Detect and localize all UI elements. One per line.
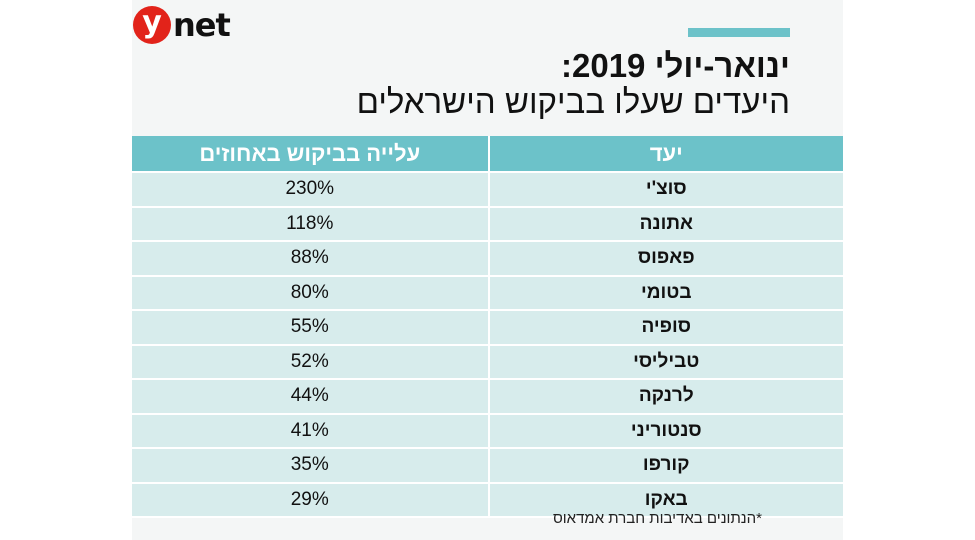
column-header-destination: יעד — [487, 136, 844, 171]
destination-cell: סופיה — [487, 311, 844, 344]
table-row: בטומי 80% — [132, 276, 844, 311]
destination-cell: טביליסי — [487, 345, 844, 378]
destination-cell: קורפו — [487, 449, 844, 482]
increase-cell: 118% — [286, 212, 334, 234]
column-header-increase: עלייה בביקוש באחוזים — [199, 140, 421, 166]
increase-cell: 88% — [290, 247, 329, 269]
table-row: טביליסי 52% — [132, 345, 844, 380]
increase-cell: 230% — [285, 178, 335, 200]
destination-cell: פאפוס — [487, 242, 844, 275]
chart-subtitle: היעדים שעלו בביקוש הישראלים — [356, 83, 790, 120]
increase-cell: 44% — [290, 385, 329, 407]
destination-cell: אתונה — [487, 207, 844, 240]
increase-cell: 35% — [290, 454, 329, 476]
ynet-logo: y net — [133, 4, 231, 46]
source-footnote: *הנתונים באדיבות חברת אמדאוס — [552, 510, 762, 527]
increase-cell: 41% — [290, 419, 329, 441]
table-row: אתונה 118% — [132, 207, 844, 242]
table-row: סופיה 55% — [132, 311, 843, 346]
destination-cell: סנטוריני — [487, 414, 844, 447]
accent-bar — [688, 28, 790, 37]
increase-cell: 52% — [290, 350, 329, 372]
destination-cell: לרנקה — [487, 380, 844, 413]
increase-cell: 55% — [290, 316, 329, 338]
table-row: סנטוריני 41% — [132, 414, 844, 449]
table-row: קורפו 35% — [132, 449, 843, 484]
destination-cell: באקו — [487, 483, 844, 516]
destinations-table: יעד עלייה בביקוש באחוזים סוצ'י 230% אתונ… — [132, 136, 843, 518]
table-header-row: יעד עלייה בביקוש באחוזים — [132, 136, 843, 173]
chart-title: ינואר-יולי 2019: — [561, 47, 790, 84]
table-row: לרנקה 44% — [132, 380, 843, 415]
increase-cell: 29% — [290, 488, 329, 510]
logo-text: net — [173, 6, 231, 44]
logo-circle: y — [133, 6, 171, 44]
table-row: פאפוס 88% — [132, 242, 843, 277]
table-row: באקו 29% — [132, 483, 844, 518]
destination-cell: בטומי — [487, 276, 844, 309]
increase-cell: 80% — [290, 281, 329, 303]
table-row: סוצ'י 230% — [132, 173, 843, 208]
destination-cell: סוצ'י — [487, 173, 844, 206]
